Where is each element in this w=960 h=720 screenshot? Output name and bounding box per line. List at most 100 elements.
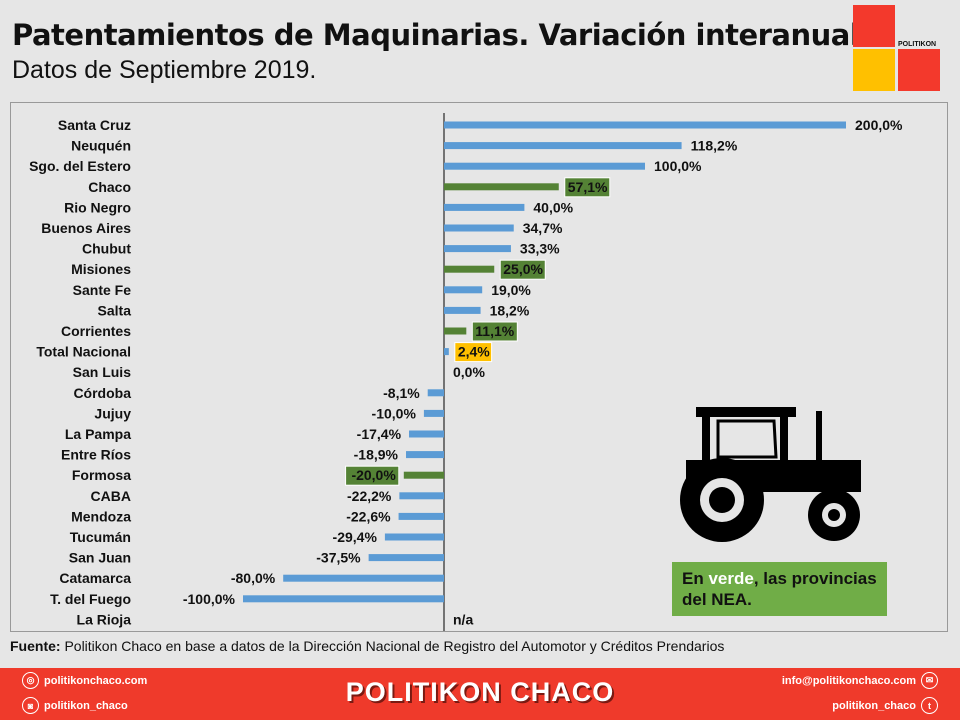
bar xyxy=(403,471,444,479)
data-label: 18,2% xyxy=(490,302,530,318)
data-label: 100,0% xyxy=(654,158,702,174)
bar xyxy=(444,348,449,356)
category-label: La Rioja xyxy=(77,611,132,627)
instagram-icon: ◙ xyxy=(22,697,39,714)
bar xyxy=(444,224,514,232)
source-text: Politikon Chaco en base a datos de la Di… xyxy=(60,638,725,654)
data-label: -80,0% xyxy=(231,570,276,586)
dribbble-icon: ◎ xyxy=(22,672,39,689)
bar xyxy=(444,121,846,129)
category-label: Tucumán xyxy=(70,529,131,545)
tractor-icon xyxy=(680,407,861,542)
footer-email[interactable]: info@politikonchaco.com ✉ xyxy=(782,672,938,689)
source-note: Fuente: Politikon Chaco en base a datos … xyxy=(10,638,724,654)
footer-brand: POLITIKON CHACO xyxy=(345,677,615,707)
data-label: 11,1% xyxy=(475,323,514,339)
data-label: 25,0% xyxy=(503,261,543,277)
bar xyxy=(444,245,511,253)
category-label: Chubut xyxy=(82,241,131,257)
category-label: Sgo. del Estero xyxy=(29,158,131,174)
bar xyxy=(406,451,444,459)
data-label: -20,0% xyxy=(351,467,396,483)
bar xyxy=(444,327,467,335)
data-label-bg xyxy=(564,177,611,198)
footer: ◎ politikonchaco.com ◙ politikon_chaco POL… xyxy=(0,668,960,720)
category-label: San Luis xyxy=(73,364,132,380)
bar xyxy=(399,492,444,500)
data-label: 19,0% xyxy=(491,282,531,298)
data-label-bg xyxy=(471,321,518,342)
bar xyxy=(427,389,444,397)
category-label: Jujuy xyxy=(94,405,131,421)
data-label: n/a xyxy=(453,611,473,627)
category-label: Mendoza xyxy=(71,508,131,524)
category-label: Neuquén xyxy=(71,138,131,154)
data-label: 200,0% xyxy=(855,117,903,133)
legend-note: En verde, las provincias del NEA. xyxy=(672,562,887,616)
data-label: 0,0% xyxy=(453,364,485,380)
category-label: San Juan xyxy=(69,550,131,566)
category-label: Misiones xyxy=(71,261,131,277)
page-subtitle: Datos de Septiembre 2019. xyxy=(12,56,317,84)
mail-icon: ✉ xyxy=(921,672,938,689)
bar-chart: Santa Cruz 200,0% Neuquén 118,2% Sgo. del Es… xyxy=(29,113,903,631)
bar xyxy=(444,286,483,294)
note-text: En xyxy=(682,569,709,588)
category-label: Entre Ríos xyxy=(61,447,131,463)
category-label: Formosa xyxy=(72,467,131,483)
logo-text: POLITIKON xyxy=(898,41,937,48)
logo-square-red xyxy=(853,5,895,47)
data-label: -18,9% xyxy=(354,447,399,463)
category-label: Sante Fe xyxy=(73,282,132,298)
footer-instagram[interactable]: ◙ politikon_chaco xyxy=(22,697,128,714)
category-label: Total Nacional xyxy=(36,344,131,360)
logo-square-yellow xyxy=(853,49,895,91)
source-label: Fuente: xyxy=(10,638,61,654)
page-title: Patentamientos de Maquinarias. Variación… xyxy=(12,18,870,52)
data-label-bg xyxy=(345,465,400,486)
category-label: Chaco xyxy=(88,179,131,195)
bar xyxy=(444,203,525,211)
footer-web-text: politikonchaco.com xyxy=(44,674,148,687)
data-label: -22,6% xyxy=(346,508,391,524)
category-label: La Pampa xyxy=(65,426,131,442)
footer-twitter[interactable]: politikon_chaco t xyxy=(832,697,938,714)
note-highlight: verde xyxy=(708,569,754,588)
data-label: 57,1% xyxy=(568,179,608,195)
bar xyxy=(444,183,559,191)
category-label: Catamarca xyxy=(59,570,131,586)
bar xyxy=(398,512,444,520)
twitter-icon: t xyxy=(921,697,938,714)
category-label: Rio Negro xyxy=(64,199,131,215)
data-label: -22,2% xyxy=(347,488,392,504)
data-label-bg xyxy=(454,342,493,363)
chart-area: Santa Cruz 200,0% Neuquén 118,2% Sgo. del Es… xyxy=(10,102,948,632)
footer-instagram-text: politikon_chaco xyxy=(44,699,128,712)
category-label: Buenos Aires xyxy=(41,220,131,236)
category-label: T. del Fuego xyxy=(50,591,131,607)
logo-square-red-2 xyxy=(898,49,940,91)
bar xyxy=(444,162,645,170)
note-text-end: , las provincias del NEA. xyxy=(682,569,877,609)
data-label: 33,3% xyxy=(520,241,560,257)
data-label: 118,2% xyxy=(691,138,738,154)
footer-web[interactable]: ◎ politikonchaco.com xyxy=(22,672,147,689)
category-label: Santa Cruz xyxy=(58,117,131,133)
bar xyxy=(243,595,444,603)
category-label: Córdoba xyxy=(73,385,131,401)
bar xyxy=(444,306,481,314)
data-label: 40,0% xyxy=(533,199,573,215)
bar xyxy=(444,265,495,273)
footer-twitter-text: politikon_chaco xyxy=(832,699,916,712)
data-label: 34,7% xyxy=(523,220,563,236)
bar xyxy=(409,430,444,438)
bar xyxy=(368,554,444,562)
data-label: -8,1% xyxy=(383,385,420,401)
category-label: Corrientes xyxy=(61,323,131,339)
data-label: -10,0% xyxy=(372,405,417,421)
data-label: -17,4% xyxy=(357,426,402,442)
data-label-bg xyxy=(499,259,546,280)
data-label: -100,0% xyxy=(183,591,236,607)
data-label: -29,4% xyxy=(333,529,378,545)
footer-email-text: info@politikonchaco.com xyxy=(781,674,916,687)
